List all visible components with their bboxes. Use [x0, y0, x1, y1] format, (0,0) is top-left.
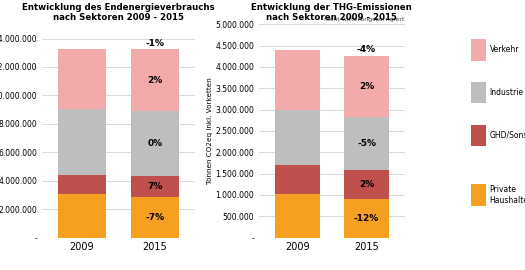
- Text: 7%: 7%: [147, 182, 163, 191]
- Text: Industrie: Industrie: [490, 88, 524, 97]
- Bar: [58, 49, 106, 109]
- Bar: [58, 109, 106, 175]
- Bar: [275, 50, 320, 110]
- Text: 2%: 2%: [359, 180, 374, 189]
- Bar: [344, 56, 389, 117]
- Bar: [275, 165, 320, 194]
- Text: -5%: -5%: [357, 139, 376, 148]
- Y-axis label: Tonnen CO2eq inkl. Vorketten: Tonnen CO2eq inkl. Vorketten: [206, 77, 213, 184]
- Text: GHD/Sonstiges: GHD/Sonstiges: [490, 131, 525, 140]
- FancyBboxPatch shape: [471, 82, 486, 103]
- Text: nicht witterungskorrigiert: nicht witterungskorrigiert: [324, 17, 405, 22]
- FancyBboxPatch shape: [471, 124, 486, 146]
- Bar: [58, 175, 106, 194]
- Bar: [58, 194, 106, 238]
- Bar: [131, 197, 178, 238]
- Bar: [275, 194, 320, 238]
- Bar: [131, 176, 178, 197]
- FancyBboxPatch shape: [471, 184, 486, 206]
- Bar: [344, 117, 389, 170]
- Text: -7%: -7%: [145, 213, 164, 222]
- Text: -4%: -4%: [357, 45, 376, 54]
- Bar: [131, 111, 178, 176]
- Bar: [131, 49, 178, 111]
- Text: -1%: -1%: [145, 39, 164, 48]
- Text: Private
Haushalte: Private Haushalte: [490, 185, 525, 205]
- Text: -12%: -12%: [354, 214, 379, 223]
- Text: Verkehr: Verkehr: [490, 45, 519, 54]
- Text: 2%: 2%: [359, 82, 374, 91]
- Text: 0%: 0%: [148, 139, 162, 148]
- FancyBboxPatch shape: [471, 39, 486, 60]
- Bar: [344, 199, 389, 238]
- Bar: [275, 110, 320, 165]
- Title: Entwicklung des Endenergieverbrauchs
nach Sektoren 2009 - 2015: Entwicklung des Endenergieverbrauchs nac…: [22, 3, 215, 22]
- Bar: [344, 170, 389, 199]
- Text: 2%: 2%: [147, 76, 163, 85]
- Title: Entwicklung der THG-Emissionen
nach Sektoren 2009 - 2015: Entwicklung der THG-Emissionen nach Sekt…: [251, 3, 412, 22]
